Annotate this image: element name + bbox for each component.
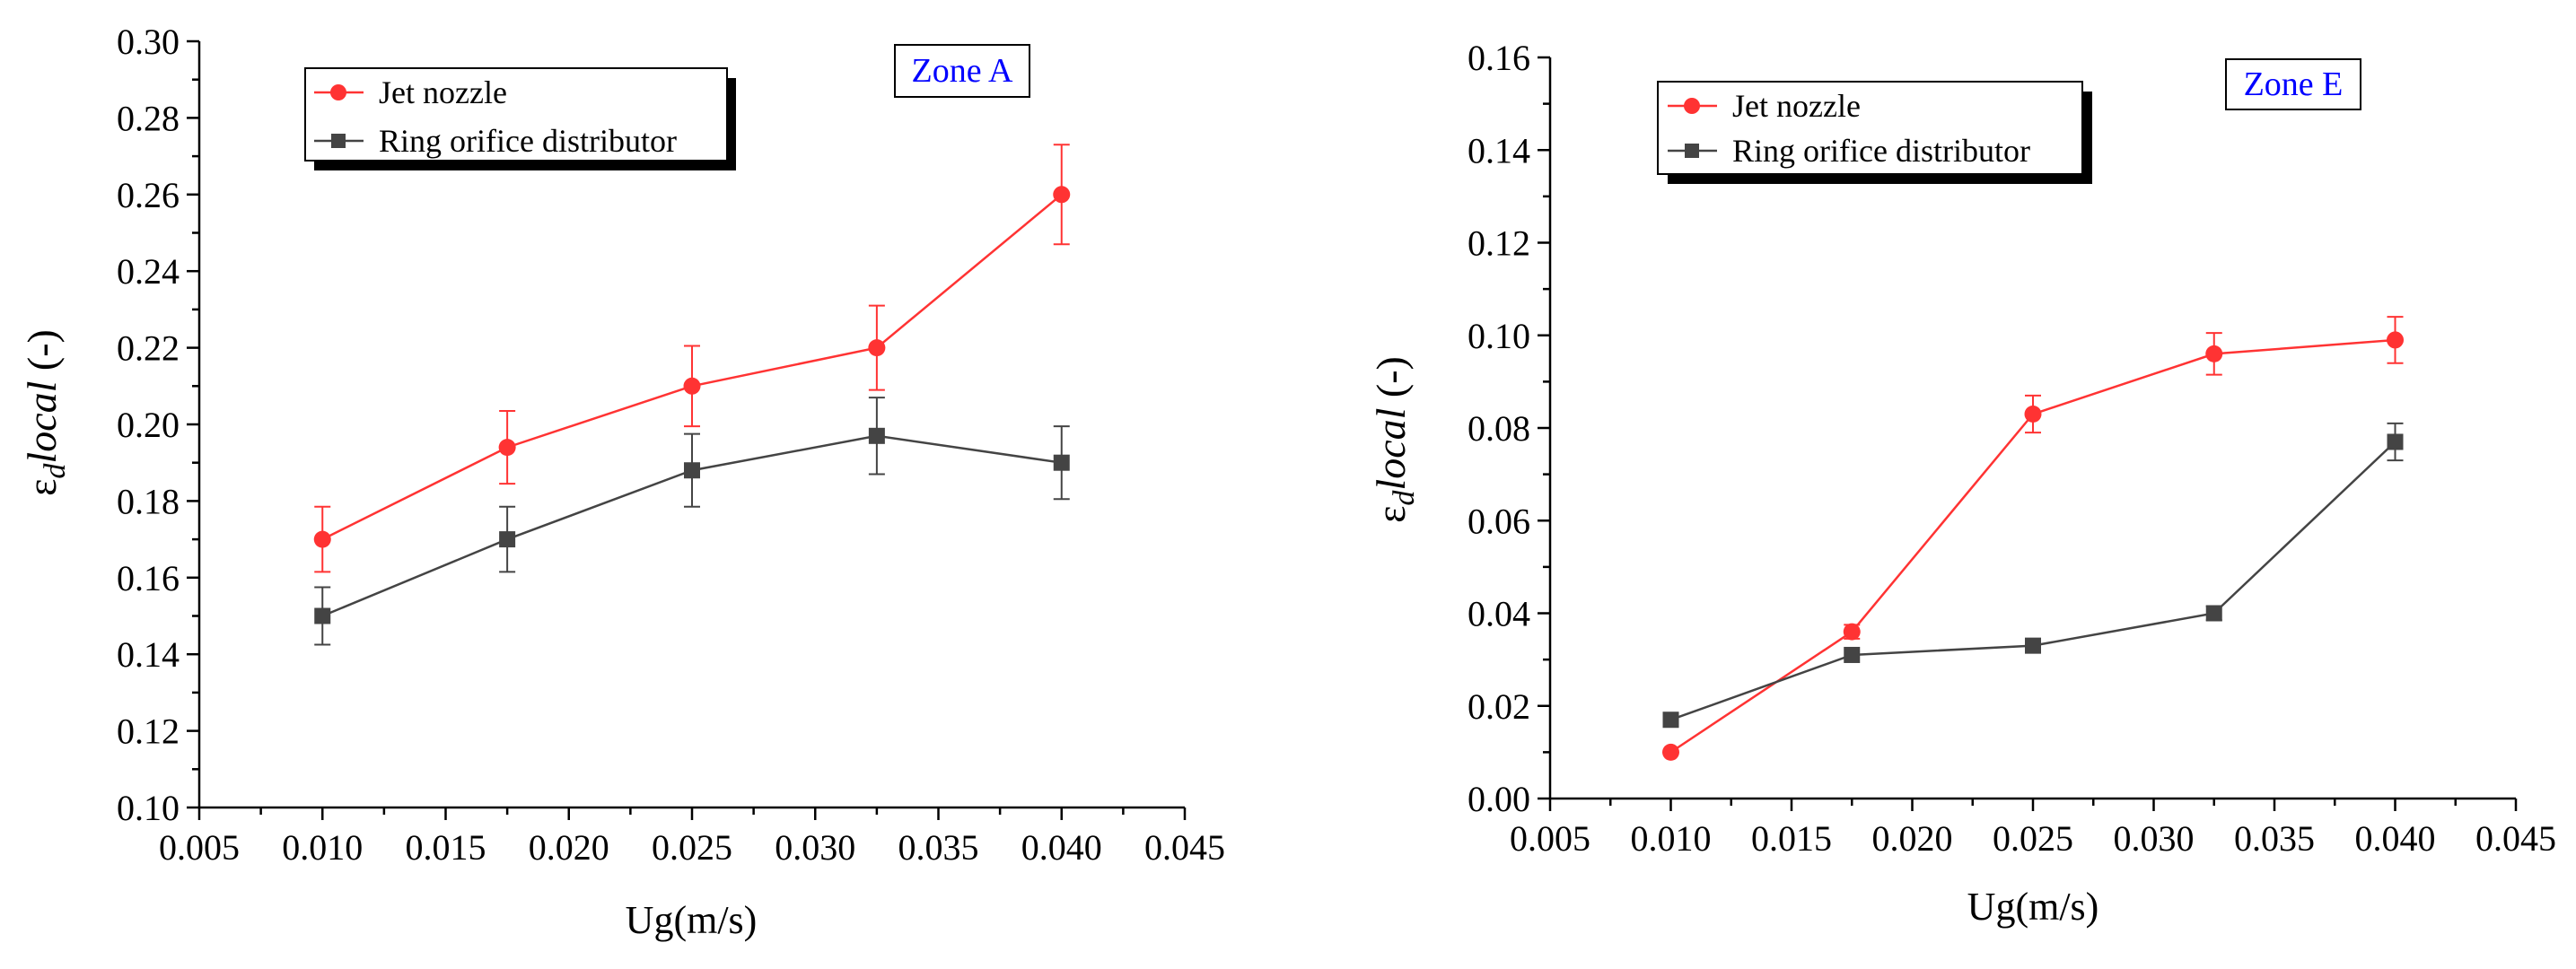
x-tick-label: 0.025 — [652, 827, 732, 868]
data-point-ring — [499, 531, 516, 548]
legend-label-ring: Ring orifice distributor — [1732, 133, 2030, 169]
chart-panel-zone-e: 0.005 0.010 0.015 0.020 0.025 0.030 0.035 0.040… — [1368, 38, 2556, 929]
zone-box — [894, 44, 1030, 98]
y-tick-label: 0.14 — [1468, 130, 1530, 170]
data-point-jet — [498, 439, 516, 457]
x-tick-label: 0.045 — [2475, 818, 2556, 859]
axes-frame — [187, 39, 1187, 820]
series-ring — [1662, 422, 2404, 729]
y-tick-labels: 0.10 0.12 0.14 0.16 0.18 0.20 0.22 0.24 0.26 0.28… — [117, 22, 180, 828]
data-point-jet — [683, 377, 701, 395]
data-point-ring — [314, 607, 331, 624]
legend-marker-ring — [1685, 144, 1699, 158]
legend-marker-jet — [1684, 98, 1700, 114]
x-tick-label: 0.010 — [1631, 818, 1712, 859]
series-layer — [313, 144, 1071, 646]
data-point-ring — [1844, 646, 1861, 663]
x-tick-label: 0.030 — [775, 827, 855, 868]
data-point-ring — [684, 462, 700, 479]
zone-label: Zone A — [912, 52, 1013, 90]
x-tick-label: 0.035 — [898, 827, 979, 868]
y-tick-label: 0.24 — [117, 251, 180, 292]
legend-box — [1657, 81, 2083, 175]
y-tick-label: 0.16 — [117, 558, 180, 598]
series-line-ring — [1670, 441, 2396, 721]
y-tick-label: 0.22 — [117, 328, 180, 369]
y-tick-labels: 0.00 0.02 0.04 0.06 0.08 0.10 0.12 0.14 0.16 — [1468, 38, 1530, 819]
y-tick-label: 0.02 — [1468, 686, 1530, 727]
series-jet — [1662, 316, 2404, 761]
y-tick-label: 0.10 — [1468, 316, 1530, 356]
legend-marker-ring — [331, 134, 346, 148]
x-tick-label: 0.005 — [1510, 818, 1590, 859]
data-point-jet — [2387, 331, 2404, 349]
legend-label-ring: Ring orifice distributor — [379, 123, 677, 159]
x-tick-labels: 0.005 0.010 0.015 0.020 0.025 0.030 0.035 0.040… — [159, 827, 1225, 868]
zone-label: Zone E — [2244, 65, 2344, 103]
series-ring — [314, 397, 1070, 646]
y-tick-label: 0.26 — [117, 175, 180, 215]
x-tick-label: 0.045 — [1144, 827, 1225, 868]
x-tick-label: 0.015 — [1751, 818, 1832, 859]
data-point-ring — [2205, 605, 2222, 622]
x-tick-labels: 0.005 0.010 0.015 0.020 0.025 0.030 0.035 0.040… — [1510, 818, 2556, 859]
data-point-jet — [313, 530, 331, 548]
x-axis-label: Ug(m/s) — [1967, 885, 2099, 929]
data-point-jet — [1843, 623, 1861, 641]
y-tick-label: 0.06 — [1468, 501, 1530, 541]
y-tick-label: 0.30 — [117, 22, 180, 62]
legend: Jet nozzle Ring orifice distributor — [1657, 81, 2092, 184]
y-tick-label: 0.16 — [1468, 38, 1530, 78]
data-point-ring — [2025, 637, 2041, 654]
y-tick-label: 0.14 — [117, 634, 180, 675]
zone-box — [2225, 58, 2361, 110]
y-axis-label: εdlocal (-) — [19, 329, 72, 496]
zone-annotation: Zone A — [894, 44, 1030, 98]
x-tick-label: 0.025 — [1993, 818, 2073, 859]
series-jet — [313, 144, 1071, 573]
x-tick-label: 0.010 — [282, 827, 363, 868]
y-tick-label: 0.08 — [1468, 408, 1530, 449]
y-tick-label: 0.00 — [1468, 779, 1530, 819]
x-tick-label: 0.020 — [1872, 818, 1953, 859]
legend-box — [304, 67, 728, 162]
axes-frame — [1538, 56, 2518, 811]
legend: Jet nozzle Ring orifice distributor — [304, 67, 736, 170]
x-tick-label: 0.005 — [159, 827, 240, 868]
y-tick-label: 0.18 — [117, 481, 180, 521]
x-tick-label: 0.015 — [406, 827, 486, 868]
series-layer — [1662, 316, 2404, 761]
x-tick-label: 0.020 — [529, 827, 609, 868]
y-tick-label: 0.28 — [117, 98, 180, 138]
y-tick-label: 0.10 — [117, 788, 180, 828]
data-point-ring — [2387, 433, 2404, 450]
y-tick-label: 0.04 — [1468, 594, 1530, 634]
x-tick-label: 0.040 — [1021, 827, 1102, 868]
x-axis-label: Ug(m/s) — [626, 898, 758, 942]
legend-marker-jet — [330, 84, 346, 100]
data-point-jet — [1053, 186, 1071, 204]
data-point-ring — [868, 427, 885, 444]
data-point-jet — [868, 339, 886, 357]
data-point-ring — [1053, 454, 1070, 471]
y-tick-label: 0.12 — [117, 711, 180, 752]
zone-annotation: Zone E — [2225, 58, 2361, 110]
data-point-jet — [2024, 406, 2042, 423]
data-point-jet — [2205, 345, 2223, 362]
x-tick-label: 0.040 — [2355, 818, 2436, 859]
y-axis-label: εdlocal (-) — [1368, 356, 1421, 523]
data-point-ring — [1662, 711, 1679, 729]
legend-label-jet: Jet nozzle — [379, 74, 507, 110]
chart-panel-zone-a: 0.005 0.010 0.015 0.020 0.025 0.030 0.035 0.040… — [19, 22, 1225, 942]
legend-label-jet: Jet nozzle — [1732, 88, 1861, 124]
data-point-jet — [1662, 743, 1679, 761]
y-tick-label: 0.20 — [117, 405, 180, 445]
y-tick-label: 0.12 — [1468, 223, 1530, 264]
x-tick-label: 0.035 — [2234, 818, 2315, 859]
x-tick-label: 0.030 — [2114, 818, 2195, 859]
